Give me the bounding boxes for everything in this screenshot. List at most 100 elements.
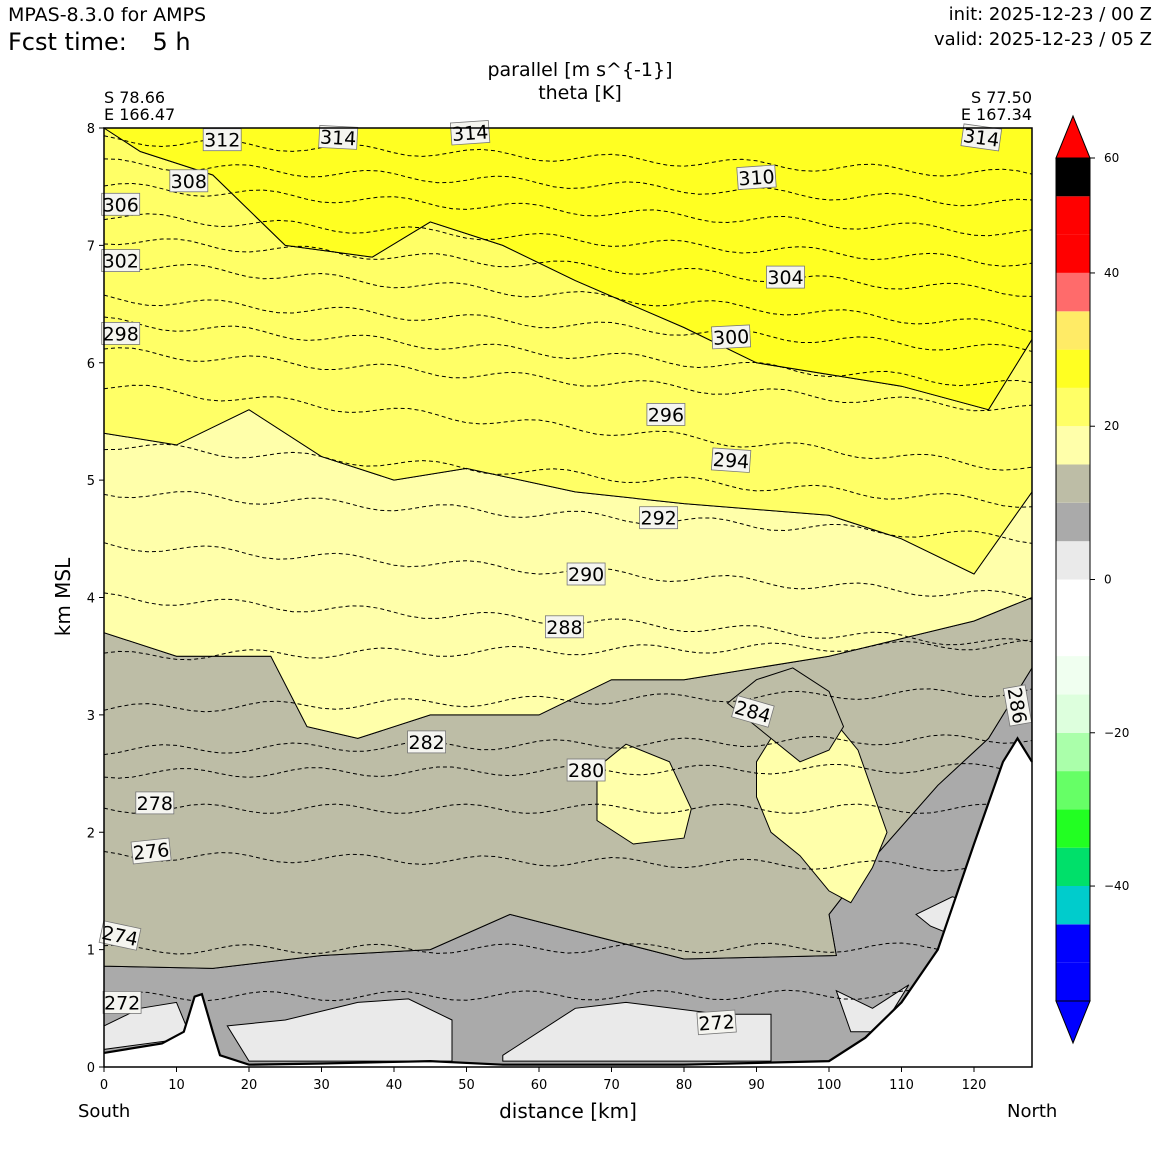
chart-title: parallel [m s^{-1}]	[487, 59, 673, 81]
theta-label-280: 280	[566, 758, 606, 782]
start-coordinates: S 78.66 E 166.47	[104, 89, 175, 123]
theta-line	[103, 347, 1033, 412]
theta-label-box	[407, 730, 447, 754]
theta-line	[103, 734, 1033, 756]
terrain-outline	[103, 736, 1033, 1066]
theta-label-314: 314	[449, 119, 491, 146]
theta-label-296: 296	[646, 402, 686, 426]
theta-label-box	[731, 695, 775, 728]
theta-label-box	[1002, 684, 1033, 727]
theta-label-282: 282	[407, 730, 447, 754]
theta-label-314: 314	[318, 125, 359, 150]
colorbar-bin	[1056, 886, 1090, 925]
theta-label-312: 312	[202, 128, 242, 152]
theta-label-text: 288	[546, 617, 582, 639]
theta-label-300: 300	[711, 324, 752, 350]
y-tick-label: 2	[87, 826, 95, 841]
x-tick-label: 10	[168, 1078, 185, 1093]
theta-label-box	[646, 402, 686, 426]
colorbar-tick-label: 60	[1104, 151, 1119, 165]
theta-label-text: 306	[103, 194, 139, 216]
theta-label-310: 310	[736, 164, 777, 191]
theta-label-306: 306	[101, 192, 141, 216]
terrain-fill	[104, 738, 1032, 1067]
theta-label-box	[736, 164, 777, 191]
chart-subtitle: theta [K]	[538, 82, 622, 104]
colorbar-bin	[1056, 426, 1090, 465]
theta-label-text: 310	[738, 166, 776, 190]
theta-line	[103, 942, 1033, 955]
theta-label-box	[696, 1009, 737, 1036]
end-latitude: S 77.50	[970, 88, 1032, 107]
theta-label-272: 272	[696, 1009, 737, 1036]
theta-line	[103, 491, 1033, 544]
theta-label-text: 272	[698, 1011, 736, 1035]
theta-label-box	[135, 791, 175, 815]
colorbar-extend-max	[1055, 114, 1091, 159]
theta-label-298: 298	[101, 321, 141, 345]
theta-line	[103, 316, 1033, 387]
theta-label-288: 288	[545, 615, 584, 639]
theta-label-text: 278	[137, 793, 173, 815]
forecast-time-label: Fcst time:	[8, 28, 127, 56]
x-tick-label: 0	[100, 1078, 108, 1093]
theta-label-box	[449, 119, 491, 146]
valid-time: valid: 2025-12-23 / 05 Z	[934, 29, 1152, 50]
x-tick-label: 120	[962, 1078, 987, 1093]
colorbar-bin	[1056, 694, 1090, 733]
theta-line	[103, 294, 1033, 352]
theta-line	[103, 238, 1033, 297]
y-tick-label: 0	[87, 1061, 95, 1076]
end-coordinates: S 77.50 E 167.34	[961, 89, 1032, 123]
theta-label-278: 278	[135, 791, 175, 815]
y-tick-label: 1	[87, 944, 95, 959]
colorbar-bin	[1056, 311, 1090, 350]
theta-label-274: 274	[98, 920, 142, 951]
y-tick-label: 4	[87, 592, 95, 607]
theta-label-308: 308	[169, 169, 209, 193]
theta-line	[103, 384, 1033, 471]
model-title: MPAS-8.3.0 for AMPS	[8, 4, 207, 26]
theta-label-text: 282	[408, 732, 444, 754]
y-axis-label: km MSL	[51, 557, 75, 636]
wind-region-6	[596, 743, 692, 845]
theta-label-text: 314	[451, 121, 489, 145]
y-tick-label: 7	[87, 239, 95, 254]
theta-label-box	[639, 506, 678, 530]
colorbar: 60 40 20 0 −20 −40	[1055, 114, 1129, 1045]
theta-label-290: 290	[566, 562, 606, 586]
theta-label-box	[101, 192, 141, 216]
theta-line	[103, 263, 1033, 333]
theta-label-304: 304	[766, 265, 805, 289]
colorbar-bin	[1056, 273, 1090, 312]
colorbar-bin	[1056, 387, 1090, 427]
theta-label-text: 302	[103, 251, 139, 273]
x-tick-label: 40	[386, 1078, 403, 1093]
theta-line	[103, 135, 1033, 177]
theta-label-box	[101, 321, 141, 345]
theta-label-box	[318, 125, 359, 150]
colorbar-tick-label: −20	[1104, 726, 1129, 740]
colorbar-extend-min	[1055, 1000, 1091, 1045]
theta-label-box	[169, 169, 209, 193]
south-label: South	[78, 1101, 131, 1122]
theta-label-text: 300	[712, 326, 749, 350]
theta-label-box	[566, 758, 606, 782]
theta-line	[103, 639, 1033, 661]
colorbar-bin	[1056, 464, 1090, 503]
theta-label-box	[710, 447, 752, 473]
colorbar-bin	[1056, 732, 1090, 772]
wind-region-5	[102, 127, 1033, 411]
theta-label-text: 272	[104, 992, 140, 1014]
colorbar-tick-label: −40	[1104, 879, 1129, 893]
theta-line	[103, 213, 1033, 267]
theta-label-text: 298	[103, 323, 139, 345]
colorbar-bin	[1056, 771, 1090, 810]
theta-label-box	[711, 324, 752, 350]
theta-label-302: 302	[101, 249, 141, 273]
theta-line	[103, 158, 1033, 207]
init-time: init: 2025-12-23 / 00 Z	[948, 4, 1152, 25]
axes: 0 10 20 30 40 50 60 70 80 90 100 110 120 0 1 2 3 4 5 6 7 8	[87, 122, 987, 1093]
